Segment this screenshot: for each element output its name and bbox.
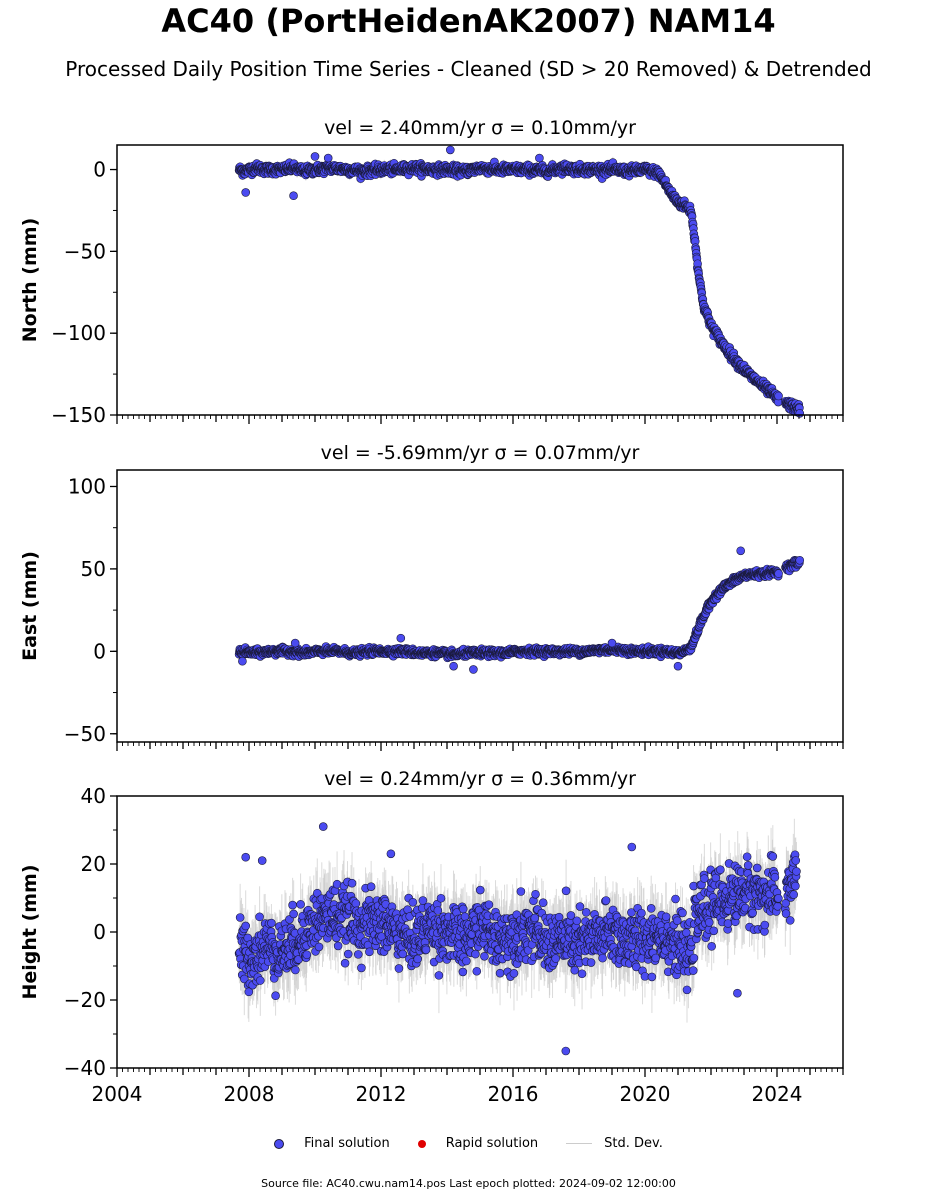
panel-title: vel = -5.69mm/yr σ = 0.07mm/yr — [321, 442, 640, 464]
y-tick-label: −150 — [51, 403, 106, 427]
outlier-point — [310, 152, 320, 161]
data-point — [774, 391, 783, 401]
page-subtitle: Processed Daily Position Time Series - C… — [65, 57, 872, 81]
y-tick-label: −50 — [64, 239, 106, 263]
outlier-point — [445, 145, 455, 155]
y-tick-label: 0 — [93, 158, 106, 182]
y-tick-label: −100 — [51, 321, 106, 345]
outlier-point — [289, 191, 298, 201]
data-point — [795, 409, 805, 418]
outlier-point — [241, 188, 250, 197]
data-points — [234, 145, 805, 419]
data-points — [234, 546, 805, 674]
outlier-point — [535, 153, 544, 163]
panel-title: vel = 2.40mm/yr σ = 0.10mm/yr — [324, 117, 636, 139]
y-axis-label: North (mm) — [19, 218, 41, 343]
outlier-point — [323, 153, 333, 163]
page-title: AC40 (PortHeidenAK2007) NAM14 — [161, 2, 776, 40]
plot-frame — [116, 144, 844, 416]
y-axis-label: East (mm) — [19, 551, 41, 661]
